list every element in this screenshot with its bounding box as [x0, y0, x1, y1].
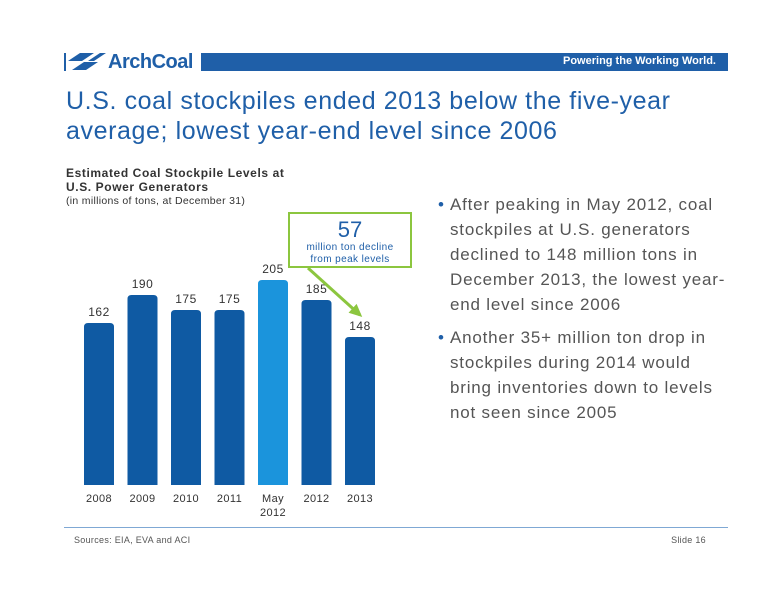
bar [301, 300, 332, 485]
data-label: 162 [88, 305, 110, 319]
data-label: 190 [132, 277, 154, 291]
callout-number: 57 [337, 217, 363, 242]
archcoal-logo: ArchCoal [66, 51, 201, 73]
callout-text-line2: from peak levels [310, 254, 390, 265]
bullet-item: • After peaking in May 2012, coal stockpi… [438, 192, 728, 317]
chart-title-text: Estimated Coal Stockpile Levels at U.S. … [66, 166, 285, 194]
bullet-text: Another 35+ million ton drop in stockpil… [450, 328, 713, 422]
callout-arrow-head-icon [348, 303, 363, 318]
slide-number: Slide 16 [671, 535, 706, 545]
callout-arrow-line [306, 266, 362, 317]
bar-chart: 162 2008 190 2009 175 2010 175 2011 205 May 2012 18… [84, 262, 375, 519]
bullet-dot-icon: • [438, 195, 445, 214]
header-bar [64, 53, 728, 71]
logo-text: ArchCoal [108, 50, 193, 73]
x-tick-label: 2012 [260, 507, 286, 519]
callout-text-line1: million ton decline [306, 242, 394, 253]
bar [345, 337, 375, 485]
callout-box: 57 million ton decline from peak levels [288, 212, 412, 268]
bar [214, 310, 245, 485]
x-tick-label: 2013 [347, 493, 373, 505]
chart-title: Estimated Coal Stockpile Levels at U.S. … [66, 166, 286, 194]
slide-title: U.S. coal stockpiles ended 2013 below th… [66, 87, 671, 145]
bullet-item: • Another 35+ million ton drop in stockpi… [438, 325, 728, 425]
bar [84, 323, 114, 485]
data-label: 175 [219, 292, 241, 306]
chart-subtitle: (in millions of tons, at December 31) [66, 195, 246, 207]
x-tick-label: 2011 [217, 493, 242, 505]
data-label: 175 [175, 292, 197, 306]
x-tick-label: 2009 [129, 493, 155, 505]
x-tick-label: May [262, 493, 284, 505]
bar [258, 280, 288, 485]
x-tick-label: 2010 [173, 493, 199, 505]
bar [127, 295, 158, 485]
x-tick-label: 2012 [303, 493, 329, 505]
sources-note: Sources: EIA, EVA and ACI [74, 535, 191, 545]
bullet-list: • After peaking in May 2012, coal stockpi… [438, 192, 728, 433]
data-label: 185 [306, 282, 328, 296]
bullet-text: After peaking in May 2012, coal stockpil… [450, 195, 726, 314]
data-label: 148 [349, 319, 371, 333]
data-label: 205 [262, 262, 284, 276]
bar [171, 310, 201, 485]
x-tick-label: 2008 [86, 493, 112, 505]
logo-mark-icon [68, 53, 106, 70]
footer-divider [64, 527, 728, 528]
bullet-dot-icon: • [438, 328, 445, 347]
tagline: Powering the Working World. [563, 55, 716, 67]
